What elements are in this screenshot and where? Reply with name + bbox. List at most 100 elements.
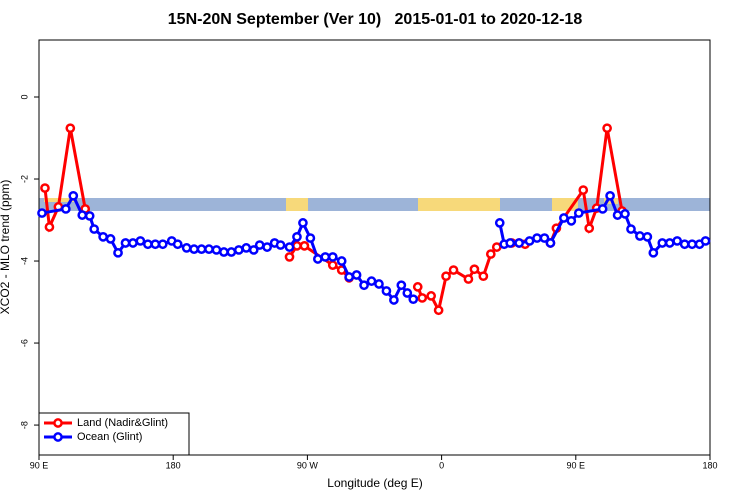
point (299, 241, 310, 251)
point (514, 238, 524, 248)
point (532, 233, 542, 243)
point (327, 260, 338, 270)
point (417, 293, 428, 303)
point (219, 247, 229, 257)
legend-marker (53, 432, 63, 442)
point (494, 218, 505, 228)
point (172, 239, 183, 250)
point (366, 276, 377, 286)
point (448, 265, 459, 275)
point (327, 252, 338, 262)
point (491, 242, 502, 252)
point (605, 190, 615, 201)
point (113, 247, 123, 258)
point (60, 204, 71, 214)
point (402, 288, 413, 298)
point (204, 244, 214, 254)
point (700, 236, 711, 246)
y-tick-label: -4 (19, 257, 29, 265)
y-tick-label: 0 (19, 94, 29, 99)
point (120, 238, 131, 248)
y-tick-label: -2 (19, 175, 29, 183)
point (189, 244, 199, 254)
legend-label: Land (Nadir&Glint) (77, 417, 168, 429)
legend: Land (Nadir&Glint) Ocean (Glint) (38, 412, 190, 456)
point (469, 264, 480, 275)
point (68, 190, 79, 201)
point (351, 270, 362, 280)
point (336, 256, 347, 266)
point (505, 238, 516, 248)
point (305, 233, 316, 243)
point (284, 242, 295, 252)
series-line (43, 127, 624, 315)
point (128, 238, 138, 248)
point (642, 231, 653, 242)
x-tick-label: 180 (166, 460, 181, 470)
point (478, 271, 489, 282)
point (381, 286, 392, 296)
point (84, 211, 95, 221)
point (597, 204, 608, 214)
point (566, 215, 577, 226)
point (135, 236, 146, 246)
point (77, 210, 88, 220)
x-tick-label: 0 (439, 460, 444, 470)
point (143, 239, 153, 250)
point (612, 210, 623, 220)
x-axis-label: Longitude (deg E) (327, 476, 422, 490)
point (389, 295, 399, 305)
legend-marker (53, 418, 63, 428)
point (426, 291, 437, 301)
point (196, 244, 207, 254)
point (396, 280, 407, 291)
point (292, 241, 302, 251)
point (275, 240, 286, 250)
x-tick-label: 90 W (297, 460, 319, 470)
point (485, 249, 496, 259)
point (359, 280, 369, 291)
point (98, 231, 108, 242)
point (298, 218, 308, 228)
x-tick-label: 90 E (567, 460, 586, 470)
point (150, 239, 161, 250)
legend-box (38, 412, 190, 456)
point (672, 236, 683, 246)
point (89, 224, 100, 234)
x-tick-label: 90 E (30, 460, 49, 470)
point (679, 239, 690, 250)
point (584, 223, 595, 234)
point (524, 236, 535, 246)
point (578, 185, 589, 195)
point (157, 239, 168, 250)
point (620, 209, 630, 219)
point (40, 183, 50, 193)
point (573, 208, 584, 218)
y-axis-label: XCO2 - MLO trend (ppm) (0, 180, 12, 315)
point (262, 242, 272, 252)
point (65, 123, 76, 134)
point (657, 238, 668, 248)
point (248, 245, 259, 255)
point (37, 208, 47, 218)
point (559, 213, 569, 223)
point (284, 252, 295, 262)
point (374, 279, 384, 289)
point (433, 305, 444, 316)
point (545, 238, 556, 248)
point (254, 240, 265, 250)
point (320, 252, 331, 262)
plot-frame (38, 39, 711, 456)
y-tick-label: -6 (19, 339, 29, 347)
point (233, 245, 244, 255)
point (181, 243, 192, 253)
point (44, 222, 55, 232)
point (226, 247, 237, 257)
point (664, 238, 675, 248)
point (412, 282, 423, 292)
x-tick-label: 180 (702, 460, 717, 470)
point (292, 231, 302, 242)
map-strip (39, 198, 710, 211)
point (463, 274, 474, 284)
